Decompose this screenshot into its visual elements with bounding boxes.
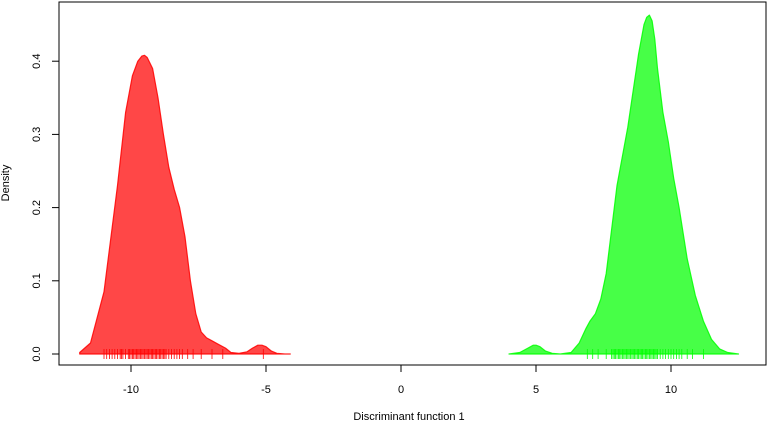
- series-layer: [79, 14, 740, 355]
- density-area-1: [79, 54, 291, 355]
- y-tick-label: 0.1: [31, 273, 43, 288]
- y-axis: 0.0 0.1 0.2 0.3 0.4: [31, 54, 60, 362]
- y-axis-title: Density: [0, 164, 12, 201]
- x-tick-label: -10: [123, 384, 139, 396]
- rug-layer: [103, 349, 704, 359]
- density-area-2: [508, 14, 740, 355]
- x-axis: -10 -5 0 5 10: [123, 364, 677, 396]
- x-tick-label: 10: [665, 384, 677, 396]
- x-tick-label: 5: [533, 384, 539, 396]
- y-tick-label: 0.3: [31, 127, 43, 142]
- x-tick-label: 0: [398, 384, 404, 396]
- x-axis-title: Discriminant function 1: [353, 411, 464, 423]
- y-tick-label: 0.4: [31, 54, 43, 69]
- y-tick-label: 0.0: [31, 346, 43, 361]
- x-tick-label: -5: [261, 384, 271, 396]
- y-tick-label: 0.2: [31, 200, 43, 215]
